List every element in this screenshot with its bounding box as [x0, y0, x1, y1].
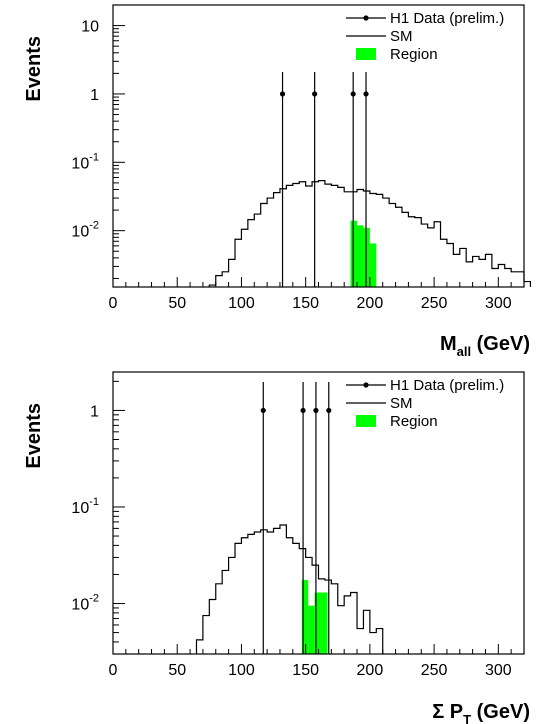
data-point	[260, 407, 266, 414]
top-chart-panel: 0 50 100 150 200 250 300 10-2 10-1 1 10 Mall (GeV) E…	[23, 4, 532, 359]
legend-region-swatch	[356, 415, 376, 427]
legend-data-marker	[363, 15, 369, 21]
y-tick-label: 10-2	[71, 593, 99, 614]
x-tick-label: 0	[109, 295, 118, 312]
legend-label-region: Region	[390, 46, 438, 63]
x-tick-label: 50	[168, 295, 186, 312]
region-bar	[301, 580, 309, 654]
x-tick-label: 200	[357, 295, 384, 312]
y-tick-label: 10-2	[71, 220, 99, 241]
legend-label-region: Region	[390, 413, 438, 430]
x-tick-label: 300	[485, 295, 512, 312]
x-axis-title: Mall (GeV)	[440, 333, 530, 359]
y-tick-label: 1	[90, 403, 99, 420]
data-point	[279, 91, 286, 97]
data-point	[312, 91, 318, 97]
x-tick-label: 50	[168, 662, 186, 679]
x-tick-label: 100	[228, 295, 255, 312]
data-point	[326, 407, 332, 414]
legend-data-marker	[363, 382, 369, 388]
data-point	[313, 407, 319, 414]
region-bar	[357, 225, 364, 287]
legend-label-data: H1 Data (prelim.)	[390, 377, 504, 394]
x-tick-label: 300	[485, 662, 512, 679]
data-point	[300, 407, 306, 414]
legend-label-sm: SM	[390, 395, 413, 412]
region-bar	[363, 227, 370, 287]
y-tick-label: 10-1	[71, 496, 99, 517]
x-tick-label: 150	[292, 662, 319, 679]
y-tick-label: 1	[90, 87, 99, 104]
y-axis-title: Events	[23, 403, 45, 469]
y-tick-label: 10-1	[71, 151, 99, 172]
region-bar	[314, 592, 322, 654]
data-point	[350, 91, 356, 97]
y-axis-title: Events	[23, 36, 45, 102]
legend-region-swatch	[356, 48, 376, 60]
x-axis-title: Σ PT (GeV)	[432, 701, 530, 724]
region-bar	[369, 243, 377, 287]
legend-label-sm: SM	[390, 28, 413, 45]
x-tick-label: 150	[292, 295, 319, 312]
y-tick-label: 10	[81, 19, 99, 36]
x-tick-label: 250	[421, 295, 448, 312]
region-bar	[321, 592, 328, 654]
sm-histogram-line	[195, 524, 384, 654]
legend-label-data: H1 Data (prelim.)	[390, 10, 504, 27]
plot-frame	[112, 4, 525, 288]
region-bar	[308, 605, 315, 654]
region-bar	[350, 220, 358, 287]
x-tick-label: 0	[109, 662, 118, 679]
x-tick-label: 100	[228, 662, 255, 679]
bottom-chart-panel: 0 50 100 150 200 250 300 10-2 10-1 1 Σ PT (GeV) Eve…	[23, 371, 530, 724]
sm-histogram-line	[208, 180, 532, 287]
x-tick-label: 200	[357, 662, 384, 679]
x-tick-label: 250	[421, 662, 448, 679]
data-point	[363, 91, 369, 97]
